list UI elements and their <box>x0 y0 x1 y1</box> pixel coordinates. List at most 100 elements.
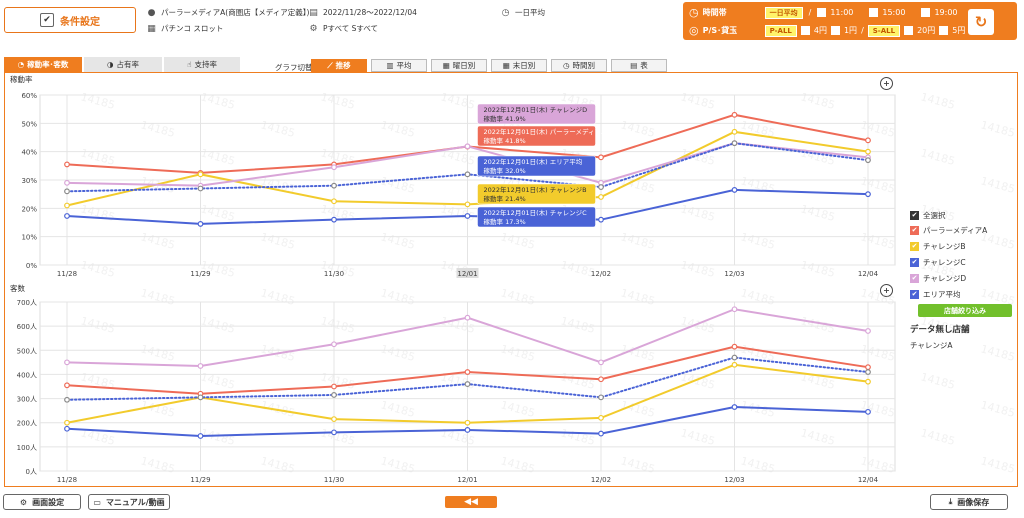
time-11-checkbox[interactable] <box>817 8 827 17</box>
ps-label: P/S･貸玉 <box>702 26 738 35</box>
gear-icon: ⚙ <box>19 497 28 507</box>
x-tick-label: 12/01 <box>457 476 477 484</box>
legend-select-all[interactable]: ✔ 全選択 <box>910 210 946 221</box>
legend-item-parlor-media-a[interactable]: ✔ パーラーメディアA <box>910 225 987 236</box>
data-point <box>197 221 204 227</box>
machine-type: パチンコ スロット <box>161 24 224 33</box>
graph-hourly-label: 時間別 <box>572 61 596 70</box>
p-1yen-checkbox[interactable] <box>830 26 840 35</box>
legend-item-challenge-c[interactable]: ✔ チャレンジC <box>910 257 966 268</box>
y-tick-label: 300人 <box>17 396 37 404</box>
data-point <box>731 187 738 193</box>
store-filter-button[interactable]: 店舗絞り込み <box>918 304 1012 317</box>
graph-lastday-label: 末日別 <box>512 61 536 70</box>
machine-filter-info: ⚙ Pすべて Sすべて <box>308 23 378 34</box>
tooltip-line2: 稼動率 21.4% <box>484 194 526 203</box>
legend-item-label: エリア平均 <box>923 290 961 299</box>
s-5yen-checkbox[interactable] <box>939 26 949 35</box>
graph-trend-button[interactable]: ⟋ 推移 <box>311 59 367 72</box>
tooltip-line2: 稼動率 41.9% <box>484 114 526 123</box>
time-daily-average-chip[interactable]: 一日平均 <box>764 6 803 19</box>
data-point <box>331 164 337 171</box>
graph-trend-label: 推移 <box>335 61 351 70</box>
tooltip-box <box>477 183 596 205</box>
graph-switch-label: グラフ切替 <box>275 63 313 72</box>
s-20yen-label: 20円 <box>917 26 936 35</box>
x-tick-highlight <box>456 268 479 278</box>
prev-period-button[interactable]: ◀◀ <box>445 496 497 508</box>
calendar-icon: ▦ <box>502 61 510 70</box>
y-tick-label: 500人 <box>17 347 37 355</box>
time-19-checkbox[interactable] <box>921 8 931 17</box>
watermark-text: 14185 <box>919 146 956 168</box>
x-tick-label: 12/02 <box>591 270 611 278</box>
manual-video-button[interactable]: ▭ マニュアル/動画 <box>88 494 170 510</box>
graph-weekday-label: 曜日別 <box>452 61 476 70</box>
y-tick-label: 700人 <box>17 299 37 307</box>
tooltip-line2: 稼動率 17.3% <box>484 217 526 226</box>
tooltip-box <box>477 155 596 177</box>
tab-share[interactable]: ◑ 占有率 <box>84 57 162 72</box>
tooltip-line2: 稼動率 41.8% <box>484 136 526 145</box>
y-tick-label: 400人 <box>17 371 37 379</box>
condition-settings-button[interactable]: ✔ 条件設定 <box>4 7 136 33</box>
y-tick-label: 200人 <box>17 420 37 428</box>
no-data-store: チャレンジA <box>910 341 953 350</box>
zoom-in-icon[interactable]: + <box>880 77 893 90</box>
watermark-text: 14185 <box>979 174 1016 196</box>
coin-icon: ◎ <box>689 24 699 37</box>
x-tick-label: 12/03 <box>724 476 744 484</box>
legend-item-area-average[interactable]: ✔ エリア平均 <box>910 289 961 300</box>
chart1-title: 稼動率 <box>10 75 33 84</box>
p-4yen-checkbox[interactable] <box>800 26 810 35</box>
y-tick-label: 60% <box>21 92 37 100</box>
condition-settings-label: 条件設定 <box>60 16 100 28</box>
graph-average-button[interactable]: ▥ 平均 <box>371 59 427 72</box>
data-point <box>598 394 604 401</box>
s-20yen-checkbox[interactable] <box>904 26 914 35</box>
checkbox-icon: ✔ <box>910 258 919 267</box>
data-point <box>331 216 337 223</box>
graph-lastday-button[interactable]: ▦ 末日別 <box>491 59 547 72</box>
save-image-button[interactable]: ⤓ 画像保存 <box>930 494 1008 510</box>
x-tick-label: 11/28 <box>57 270 77 278</box>
graph-table-button[interactable]: ▤ 表 <box>611 59 667 72</box>
tab-support[interactable]: ☝ 支持率 <box>164 57 240 72</box>
data-point <box>331 392 337 398</box>
ps-separator: / <box>861 26 864 35</box>
data-point <box>598 430 604 437</box>
legend-item-challenge-b[interactable]: ✔ チャレンジB <box>910 241 966 252</box>
zoom-in-icon[interactable]: + <box>880 284 893 297</box>
watermark-text: 14185 <box>979 398 1016 420</box>
y-tick-label: 0% <box>26 262 37 270</box>
graph-weekday-button[interactable]: ▦ 曜日別 <box>431 59 487 72</box>
data-point <box>865 157 871 164</box>
time-label: 時間帯 <box>702 8 727 17</box>
data-point <box>598 194 604 200</box>
data-point <box>64 188 70 195</box>
data-point <box>331 383 337 390</box>
monitor-icon: ▭ <box>93 497 101 507</box>
graph-hourly-button[interactable]: ◷ 時間別 <box>551 59 607 72</box>
data-point <box>865 191 871 198</box>
watermark-text: 14185 <box>979 118 1016 140</box>
tooltip-box <box>477 125 596 147</box>
data-point <box>197 185 204 192</box>
time-15-checkbox[interactable] <box>869 8 879 17</box>
data-point <box>331 341 337 348</box>
legend-item-challenge-d[interactable]: ✔ チャレンジD <box>910 273 966 284</box>
data-point <box>731 354 738 361</box>
x-tick-label: 11/29 <box>190 270 210 278</box>
screen-settings-button[interactable]: ⚙ 画面設定 <box>3 494 81 510</box>
p-all-chip[interactable]: P-ALL <box>764 24 797 37</box>
refresh-button[interactable]: ↻ <box>968 9 994 35</box>
s-all-chip[interactable]: S-ALL <box>867 24 901 37</box>
chart-frame <box>4 72 1018 487</box>
p-1yen-label: 1円 <box>843 26 858 35</box>
clock-icon: ◷ <box>562 61 570 70</box>
x-tick-label: 11/30 <box>324 270 344 278</box>
checkbox-icon: ✔ <box>910 242 919 251</box>
clock-icon: ◷ <box>501 7 510 18</box>
y-tick-label: 0人 <box>26 468 37 476</box>
tab-operation-rate[interactable]: ◔ 稼動率･客数 <box>4 57 82 72</box>
